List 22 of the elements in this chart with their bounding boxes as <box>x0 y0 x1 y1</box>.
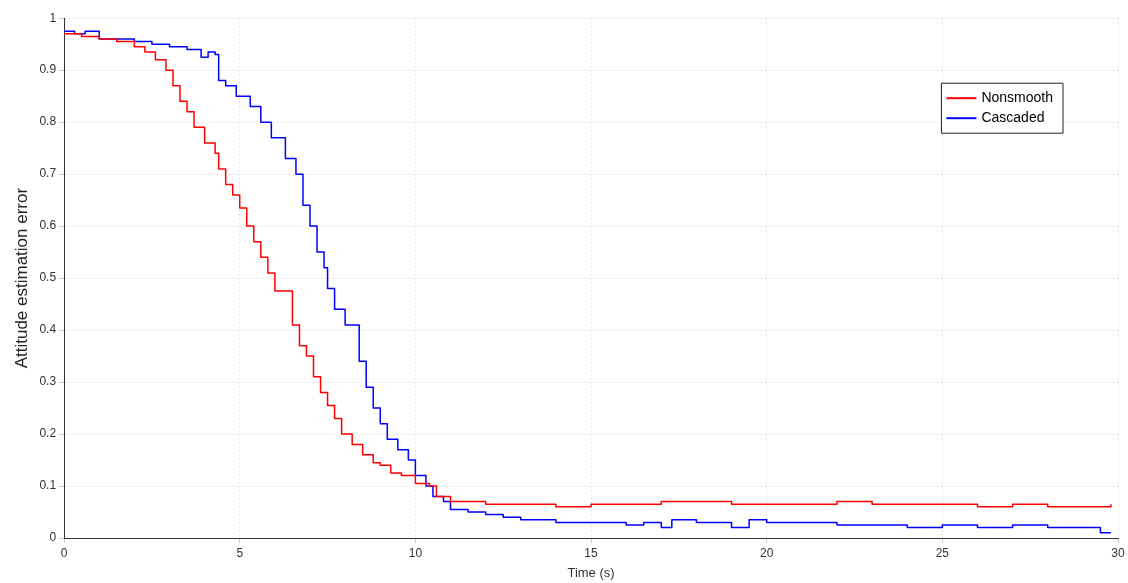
x-tick-label: 20 <box>760 545 774 560</box>
x-tick-label: 25 <box>935 545 950 560</box>
x-tick-label: 15 <box>584 545 599 560</box>
y-tick-label: 0.9 <box>39 62 57 77</box>
x-tick-label: 5 <box>236 545 244 560</box>
legend-label: Cascaded <box>981 109 1045 126</box>
y-tick-label: 0.1 <box>39 478 57 493</box>
x-tick-label: 0 <box>60 545 68 560</box>
legend-label: Nonsmooth <box>981 89 1053 106</box>
y-tick-label: 0.5 <box>39 270 57 285</box>
y-axis-title: Attitude estimation error <box>11 187 31 369</box>
x-axis-title: Time (s) <box>567 564 615 580</box>
y-tick-label: 0.2 <box>39 426 57 441</box>
x-tick-label: 30 <box>1111 545 1125 560</box>
y-tick-label: 0.7 <box>39 166 57 181</box>
y-tick-label: 1 <box>49 10 57 25</box>
y-tick-label: 0 <box>49 530 57 545</box>
y-tick-label: 0.8 <box>39 114 57 129</box>
y-tick-label: 0.6 <box>39 218 57 233</box>
y-tick-label: 0.4 <box>39 322 57 337</box>
y-tick-label: 0.3 <box>39 374 57 389</box>
x-tick-label: 10 <box>408 545 423 560</box>
